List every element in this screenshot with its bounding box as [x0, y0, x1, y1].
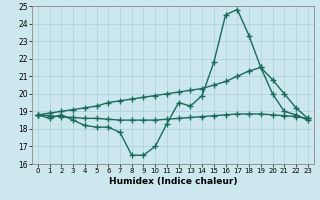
X-axis label: Humidex (Indice chaleur): Humidex (Indice chaleur)	[108, 177, 237, 186]
